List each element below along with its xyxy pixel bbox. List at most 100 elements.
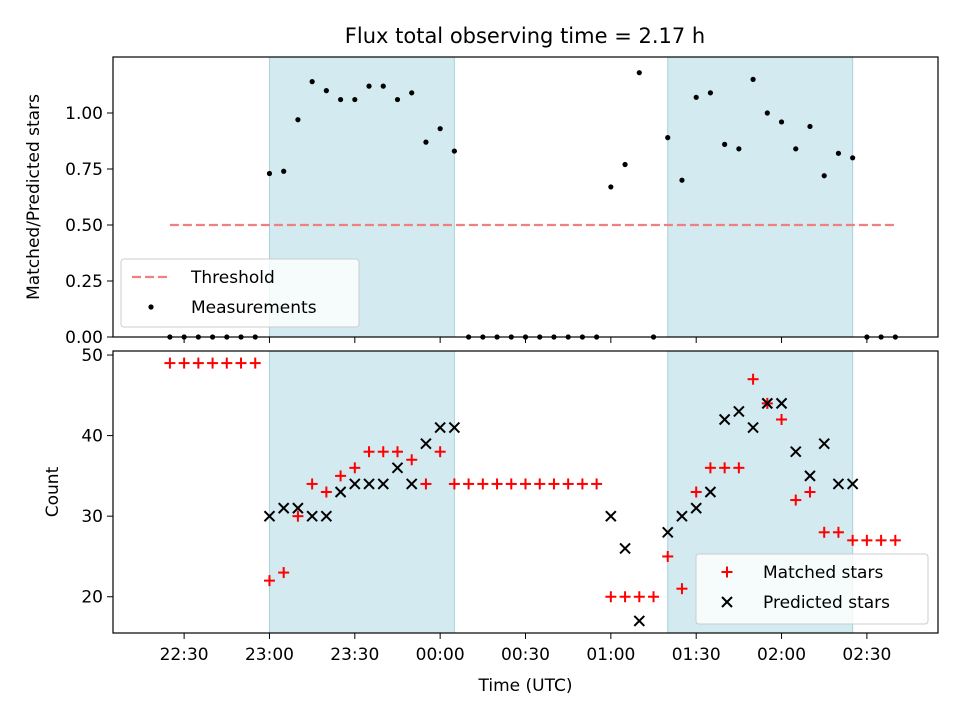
matched-star-point <box>605 591 617 603</box>
legend-matched-swatch <box>721 566 733 578</box>
predicted-star-point <box>790 446 802 458</box>
measurement-point <box>380 83 386 89</box>
matched-star-point <box>477 478 489 490</box>
measurement-point <box>636 70 642 76</box>
measurement-point <box>366 83 372 89</box>
predicted-star-point <box>832 478 845 490</box>
matched-star-point <box>235 357 247 369</box>
matched-star-point <box>520 478 531 490</box>
predicted-star-point <box>818 437 830 450</box>
predicted-star-point <box>377 478 389 490</box>
predicted-star-point <box>747 421 759 434</box>
x-tick-label: 01:30 <box>672 645 721 665</box>
matched-star-point <box>406 454 418 466</box>
matched-star-point <box>576 478 588 490</box>
matched-star-point <box>164 357 176 369</box>
matched-star-point <box>505 478 517 490</box>
shaded-interval <box>269 351 455 633</box>
top-panel: 0.00 0.25 0.50 0.75 1.00 Matched/Predicted s… <box>24 56 939 348</box>
chart-title: Flux total observing time = 2.17 h <box>345 24 705 48</box>
matched-star-point <box>391 446 403 458</box>
matched-star-point <box>207 357 219 369</box>
top-y-axis-label: Matched/Predicted stars <box>24 94 44 300</box>
matched-star-point <box>747 373 759 385</box>
top-y-ticks: 0.00 0.25 0.50 0.75 1.00 <box>65 104 113 348</box>
measurement-point <box>722 141 728 147</box>
matched-star-point <box>662 550 674 562</box>
matched-star-point <box>776 413 788 425</box>
measurement-point <box>707 90 714 96</box>
y-tick-label: 0.75 <box>65 160 103 180</box>
measurement-point <box>736 146 742 152</box>
predicted-star-point <box>405 478 418 490</box>
matched-star-point <box>733 462 745 474</box>
legend-predicted-swatch <box>721 596 733 608</box>
bottom-panel: 20 30 40 50 22:30 23:00 23:30 00:00 00:30 01:00 0… <box>43 346 939 696</box>
legend-measurements-label: Measurements <box>191 298 317 318</box>
predicted-star-point <box>292 502 304 514</box>
measurement-point <box>807 123 813 130</box>
x-tick-label: 01:00 <box>586 645 635 665</box>
x-tick-label: 00:00 <box>416 645 465 665</box>
matched-star-point <box>534 478 546 490</box>
matched-star-point <box>420 478 432 490</box>
measurement-point <box>266 170 273 177</box>
matched-star-point <box>875 534 887 546</box>
measurement-point <box>323 88 329 94</box>
matched-star-point <box>804 486 816 498</box>
measurement-point <box>693 94 699 100</box>
bottom-y-axis-label: Count <box>43 466 63 517</box>
predicted-star-point <box>846 478 859 490</box>
y-tick-label: 30 <box>81 507 103 527</box>
measurement-point <box>451 148 457 154</box>
predicted-star-point <box>633 615 646 627</box>
matched-star-point <box>719 462 731 474</box>
measurement-point <box>309 79 315 85</box>
matched-star-point <box>335 470 347 482</box>
measurement-point <box>850 155 856 161</box>
matched-star-point <box>676 583 688 595</box>
predicted-star-point <box>761 397 774 410</box>
matched-star-point <box>434 446 446 458</box>
y-tick-label: 40 <box>81 427 103 447</box>
y-tick-label: 0.25 <box>65 272 103 292</box>
x-tick-label: 02:30 <box>842 645 891 665</box>
predicted-star-point <box>690 502 702 514</box>
predicted-star-point <box>420 437 432 450</box>
y-tick-label: 0.00 <box>65 328 103 348</box>
matched-star-point <box>278 567 290 579</box>
measurement-point <box>281 168 287 174</box>
matched-star-point <box>633 591 645 603</box>
measurement-point <box>679 177 685 183</box>
predicted-star-point <box>619 542 631 555</box>
legend-matched-label: Matched stars <box>763 563 883 583</box>
predicted-star-point <box>320 510 333 522</box>
matched-star-point <box>221 357 233 369</box>
measurement-point <box>437 126 443 132</box>
x-tick-label: 22:30 <box>160 645 209 665</box>
legend-predicted-label: Predicted stars <box>763 593 890 613</box>
matched-star-point <box>448 478 460 490</box>
matched-star-point <box>249 357 261 369</box>
measurement-point <box>295 117 301 123</box>
matched-star-point <box>320 486 332 498</box>
matched-star-point <box>306 478 318 490</box>
legend-measurements-swatch <box>148 304 154 310</box>
measurement-point <box>337 96 344 103</box>
x-axis-label: Time (UTC) <box>478 676 573 696</box>
bottom-legend: Matched stars Predicted stars <box>695 553 929 625</box>
predicted-star-point <box>804 470 816 482</box>
predicted-star-point <box>733 405 745 418</box>
measurement-point <box>750 76 756 82</box>
predicted-star-point <box>605 510 617 522</box>
bottom-y-ticks: 20 30 40 50 <box>81 346 113 608</box>
predicted-star-point <box>391 462 404 474</box>
predicted-star-point <box>448 421 461 434</box>
predicted-star-point <box>434 421 446 434</box>
matched-star-point <box>847 534 859 546</box>
matched-star-point <box>790 494 802 506</box>
predicted-star-point <box>263 510 276 522</box>
measurement-point <box>352 96 358 103</box>
measurement-point <box>835 150 842 156</box>
